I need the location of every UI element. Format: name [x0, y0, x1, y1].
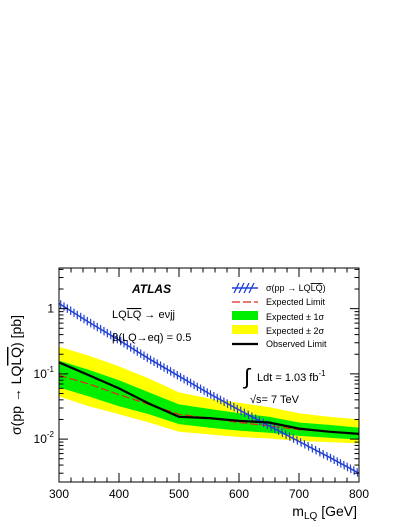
legend: σ(pp → LQLQ) Expected Limit Expected ± 1…	[232, 282, 327, 349]
y-tick-label-base: 10	[34, 367, 48, 381]
lumi-label-exp: -1	[318, 369, 326, 378]
process-label-over: LQ	[127, 309, 142, 321]
plot-frame	[58, 267, 360, 483]
x-axis-label-base: m	[292, 503, 304, 519]
y-tick-label-exp: -2	[47, 430, 55, 439]
lumi-integral: ∫	[242, 364, 252, 389]
plot-area	[59, 300, 359, 477]
y-tick-label: 1	[47, 302, 54, 316]
x-axis-label: mLQ [GeV]	[292, 503, 357, 522]
legend-entry-expected: Expected Limit	[232, 297, 326, 307]
x-tick-label: 700	[289, 487, 309, 501]
atlas-label: ATLAS	[131, 282, 171, 296]
y-tick-label: 10-2	[34, 430, 55, 446]
y-axis-label-suffix: ) [pb]	[8, 315, 24, 347]
x-tick-label: 500	[169, 487, 189, 501]
y-axis-label: σ(pp → LQLQ) [pb]	[8, 315, 24, 435]
energy-label-text: s= 7 TeV	[256, 394, 300, 406]
legend-entry-band2: Expected ± 2σ	[232, 325, 324, 336]
legend-band2-swatch	[232, 325, 258, 334]
lumi-label-text: Ldt = 1.03 fb	[257, 372, 318, 384]
energy-label: √s= 7 TeV	[250, 394, 300, 406]
legend-theory-over: LQ	[311, 283, 323, 293]
x-tick-label: 800	[349, 487, 369, 501]
x-tick-label: 400	[109, 487, 129, 501]
observed-limit-line	[59, 361, 359, 435]
x-axis-label-unit: [GeV]	[317, 503, 357, 519]
x-tick-label: 600	[229, 487, 249, 501]
theory-curve-hatch	[60, 300, 359, 477]
legend-theory-pre: σ(pp → LQ	[266, 283, 311, 293]
band-2sigma	[59, 346, 359, 444]
band-1sigma	[59, 360, 359, 440]
y-tick-label-base: 10	[34, 432, 48, 446]
y-tick-label-base: 1	[47, 302, 54, 316]
theory-curve	[59, 302, 359, 474]
legend-theory-hatch	[233, 282, 255, 294]
process-label: LQLQ → eνjj	[112, 309, 175, 321]
x-tick-label: 300	[49, 487, 69, 501]
y-axis-label-prefix: σ(pp → LQ	[8, 366, 24, 435]
y-tick-label-exp: -1	[47, 365, 55, 374]
legend-band1-label: Expected ± 1σ	[266, 312, 324, 322]
beta-label: β(LQ→eq) = 0.5	[112, 332, 191, 344]
legend-entry-observed: Observed Limit	[232, 339, 327, 349]
legend-band1-swatch	[232, 311, 258, 320]
y-axis-label-overlined: LQ	[8, 347, 24, 366]
process-label-post: → eνjj	[141, 309, 175, 321]
legend-theory-label: σ(pp → LQLQ)	[266, 283, 326, 293]
process-label-pre: LQ	[112, 309, 127, 321]
energy-label-root: √	[250, 394, 257, 406]
legend-theory-post: )	[323, 283, 326, 293]
legend-entry-band1: Expected ± 1σ	[232, 311, 324, 322]
legend-observed-label: Observed Limit	[266, 339, 327, 349]
legend-expected-label: Expected Limit	[266, 297, 326, 307]
x-axis-label-sub: LQ	[304, 511, 318, 522]
legend-band2-label: Expected ± 2σ	[266, 326, 324, 336]
y-tick-label: 10-1	[34, 365, 55, 381]
legend-entry-theory: σ(pp → LQLQ)	[232, 282, 326, 294]
lumi-label: Ldt = 1.03 fb-1	[257, 369, 326, 384]
